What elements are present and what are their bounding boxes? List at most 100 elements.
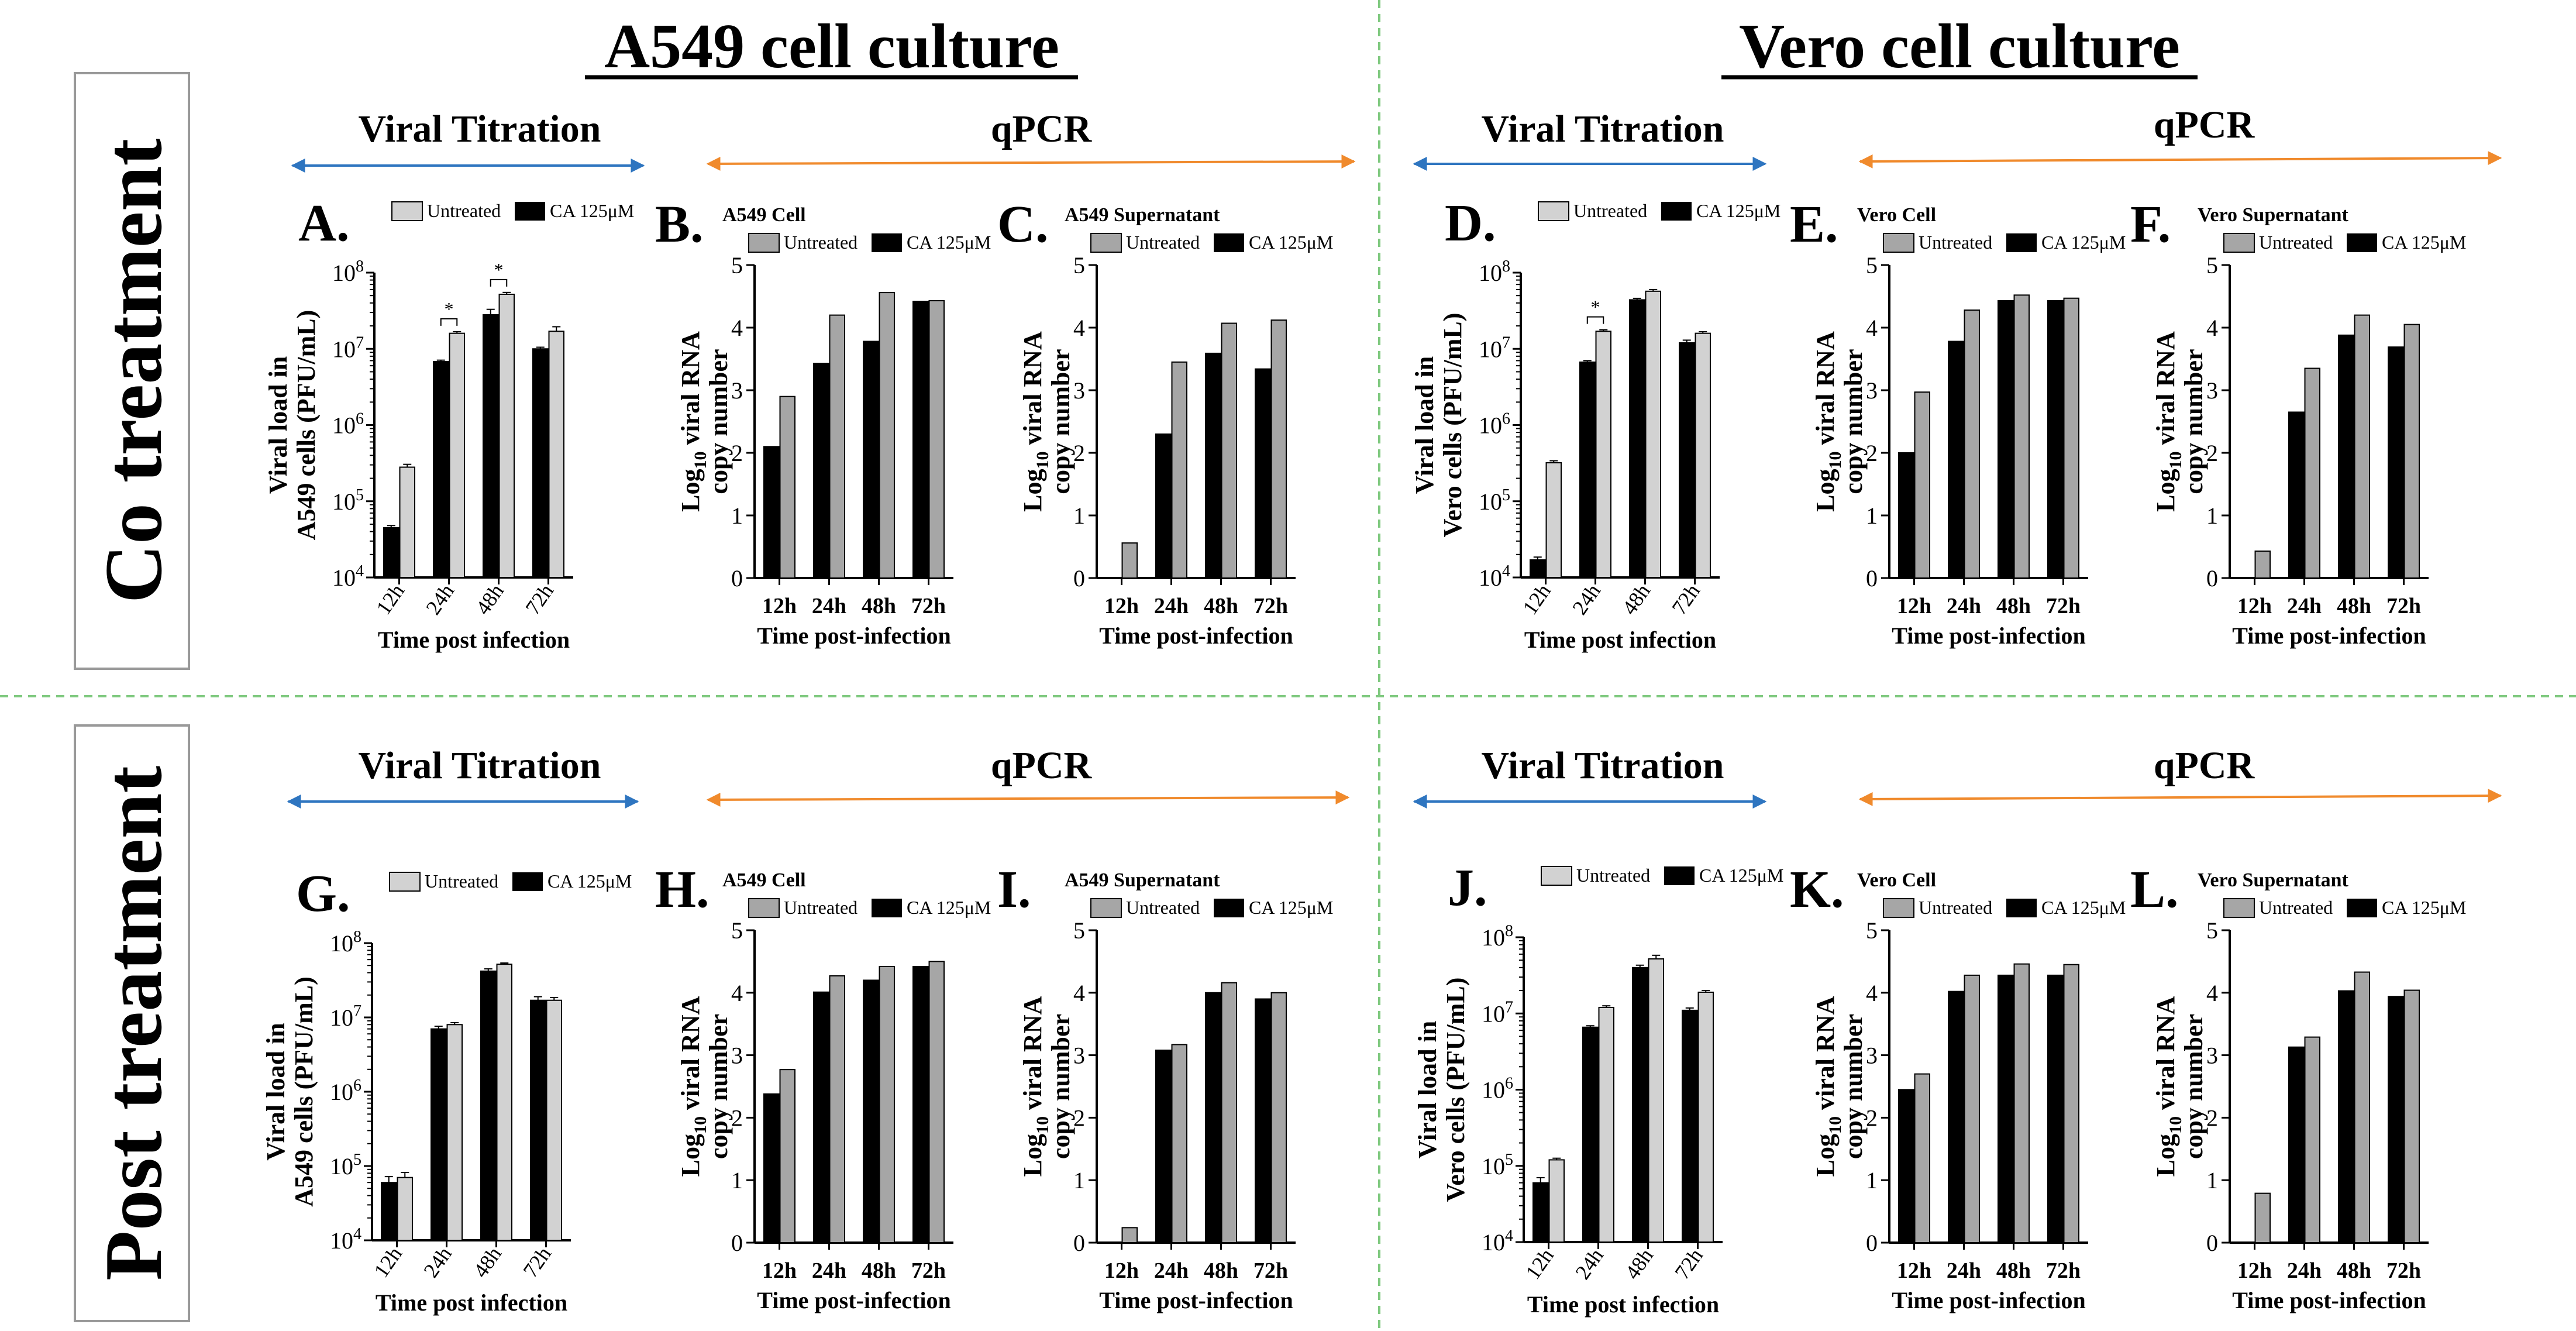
y-axis-title: Viral load in [1410,356,1439,494]
bar-treated [381,1182,397,1241]
y-tick-label: 107 [330,1002,361,1031]
significance-star: * [494,259,504,280]
panel-letter: A. [298,194,350,252]
bar-treated [813,362,829,579]
panel-letter: H. [655,861,710,919]
bar-untreated [829,975,845,1243]
bar-treated [1948,990,1964,1243]
x-tick-label: 72h [1670,1244,1707,1284]
legend-swatch-untreated [1541,866,1572,886]
y-tick-label: 5 [731,917,743,944]
y-tick-label: 105 [330,1151,361,1179]
panel-letter: I. [997,861,1031,919]
y-tick-label: 1 [731,1167,743,1194]
y-tick-label: 104 [330,1225,361,1254]
y-tick-label: 0 [1073,565,1085,591]
significance-star: * [1591,297,1600,318]
legend-label-treated: CA 125μM [1699,865,1783,886]
x-tick-label: 12h [1104,1258,1139,1283]
y-tick-label: 106 [1482,1075,1513,1103]
arrow-qpcr-a549-co [706,154,1356,171]
x-tick-label: 12h [1104,594,1139,618]
bar-untreated [779,395,795,579]
subplot-title: A549 Supernatant [1065,869,1220,891]
y-tick-label: 5 [1866,252,1878,278]
bar-untreated [1545,462,1562,579]
bar-untreated [779,1069,795,1243]
x-tick-label: 24h [1571,1244,1608,1284]
x-tick-label: 72h [518,1243,556,1282]
panel-letter: J. [1448,859,1487,917]
x-tick-label: 12h [1518,580,1555,619]
x-tick-label: 24h [419,1243,456,1282]
panel-i: 0 1 2 3 4 5 12h 24h 48h 72h Time post-infection Log… [997,861,1333,1313]
legend-label-treated: CA 125μM [907,897,991,918]
x-tick-label: 48h [2337,1258,2371,1283]
bar-untreated [2354,971,2370,1244]
bar-treated [433,361,449,579]
bar-treated [1532,1182,1549,1243]
y-tick-label: 108 [332,257,364,286]
panel-e: 0 1 2 3 4 5 12h 24h 48h 72h Time post-infection Log… [1790,195,2126,649]
y-axis-title: Log10 viral RNA [676,996,710,1177]
y-tick-label: 5 [2206,917,2218,944]
x-axis-title: Time post-infection [757,622,950,649]
x-tick-label: 48h [1620,1244,1658,1284]
x-axis-title: Time post infection [378,627,570,653]
y-tick-label: 1 [1866,1167,1878,1194]
subplot-title: A549 Cell [722,869,806,891]
legend-swatch-treated [1214,233,1244,252]
y-axis-title: copy number [704,1014,733,1159]
bar-untreated [1964,974,1980,1243]
y-axis-title: A549 cells (PFU/mL) [292,310,321,540]
y-axis-title: A549 cells (PFU/mL) [290,976,318,1206]
x-tick-label: 12h [762,594,797,618]
panel-letter: E. [1790,195,1838,253]
y-tick-label: 104 [1479,562,1510,591]
bar-treated [1898,452,1914,579]
y-tick-label: 108 [330,928,361,957]
significance-bracket [440,318,458,326]
legend-label-treated: CA 125μM [2041,232,2126,253]
bar-treated [1898,1089,1914,1243]
y-tick-label: 106 [330,1077,361,1105]
panel-l: 0 1 2 3 4 5 12h 24h 48h 72h Time post-infection Log… [2130,861,2466,1313]
bar-untreated [1695,332,1711,579]
legend-swatch-untreated [1090,233,1122,253]
y-tick-label: 1 [1866,503,1878,529]
co-treatment-label: Co treatment [88,139,179,603]
y-axis-title: copy number [1046,349,1075,494]
panel-a: 104 105 106 107 108 12h 24h 48h 72h * * Time post i… [264,194,634,653]
bar-untreated [2403,989,2420,1243]
section-qpcr-a549-post: qPCR [991,744,1093,787]
y-tick-label: 1 [2206,1167,2218,1194]
y-axis-title: Viral load in [1413,1021,1442,1159]
bar-treated [1679,342,1695,578]
x-tick-label: 24h [421,580,459,619]
legend-swatch-untreated [2223,233,2255,253]
bar-untreated [399,466,415,579]
x-axis-title: Time post infection [376,1289,567,1316]
x-tick-label: 24h [1947,594,1981,618]
y-tick-label: 2 [2206,440,2218,466]
panel-letter: F. [2130,195,2171,253]
legend-label-treated: CA 125μM [2382,897,2466,918]
subplot-title: A549 Cell [722,204,806,226]
bar-treated [530,999,546,1241]
x-tick-label: 12h [371,580,409,619]
y-tick-label: 104 [332,562,364,591]
y-tick-label: 108 [1479,257,1510,286]
bar-untreated [498,293,515,578]
panel-c: 0 1 2 3 4 5 12h 24h 48h 72h Time post-infection Log… [997,195,1333,649]
legend-label-treated: CA 125μM [2382,232,2466,253]
x-tick-label: 24h [2287,1258,2322,1283]
bar-untreated [546,999,562,1241]
x-tick-label: 48h [1996,594,2031,618]
legend-label-untreated: Untreated [2259,897,2333,918]
y-tick-label: 3 [1866,1043,1878,1069]
bar-treated [1682,1009,1698,1243]
bar-treated [2388,346,2404,579]
x-axis-title: Time post-infection [1099,622,1293,649]
left-culture-title: A549 cell culture [604,12,1059,81]
